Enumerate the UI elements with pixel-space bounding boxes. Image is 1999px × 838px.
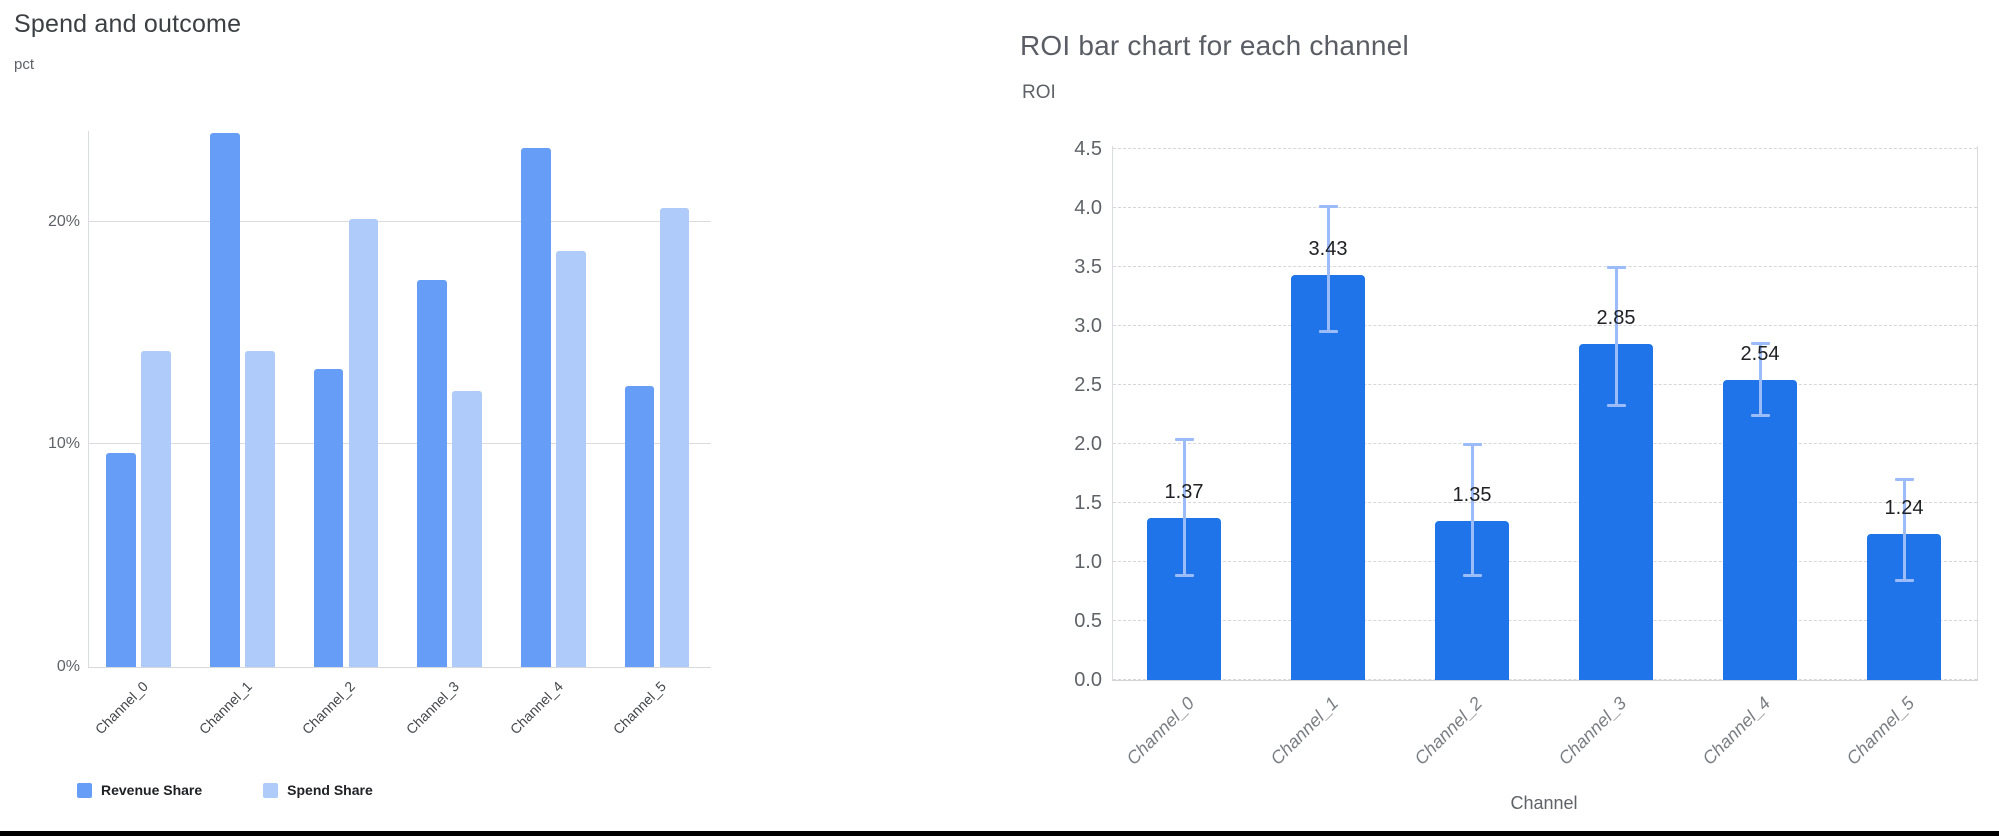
x-label-channel-2: Channel_2 — [299, 678, 359, 738]
x-label-channel-5: Channel_5 — [1842, 693, 1919, 769]
error-bar-line-channel-0 — [1182, 439, 1186, 577]
value-label-channel-4: 2.54 — [1740, 343, 1780, 366]
legend-item-revenue-share[interactable]: Revenue Share — [77, 782, 202, 798]
error-bar-line-channel-3 — [1614, 267, 1618, 407]
gridline-4.5 — [1113, 148, 1977, 149]
gridline-1.0 — [1113, 561, 1977, 562]
x-label-channel-3: Channel_3 — [402, 678, 463, 738]
bar-spend-share-channel-2[interactable] — [348, 219, 379, 667]
value-label-channel-0: 1.37 — [1164, 481, 1204, 504]
legend-item-spend-share[interactable]: Spend Share — [263, 782, 373, 798]
x-label-channel-1: Channel_1 — [1266, 693, 1343, 769]
bar-spend-share-channel-5[interactable] — [659, 208, 690, 667]
error-bar-line-channel-4 — [1758, 342, 1762, 416]
gridline-0.0 — [1113, 679, 1977, 680]
left-chart-unit-label: pct — [14, 56, 35, 73]
error-bar-cap-top-channel-5 — [1894, 478, 1914, 482]
bar-revenue-share-channel-3[interactable] — [417, 279, 447, 667]
value-label-channel-2: 1.35 — [1452, 483, 1492, 506]
value-label-channel-3: 2.85 — [1596, 306, 1636, 329]
y-tick-label-2.5: 2.5 — [1074, 374, 1102, 396]
x-label-channel-4: Channel_4 — [506, 678, 566, 738]
y-tick-label-20%: 20% — [47, 212, 80, 230]
bar-spend-share-channel-1[interactable] — [245, 350, 275, 667]
error-bar-cap-bottom-channel-1 — [1318, 329, 1338, 333]
y-tick-label-0.0: 0.0 — [1074, 669, 1102, 691]
legend-label-revenue-share: Revenue Share — [101, 782, 203, 798]
right-chart-y-axis-label: ROI — [1022, 82, 1056, 103]
gridline-0.5 — [1113, 620, 1977, 621]
x-label-channel-3: Channel_3 — [1554, 693, 1631, 769]
error-bar-cap-bottom-channel-5 — [1894, 578, 1914, 582]
gridline-10% — [89, 443, 711, 445]
legend-swatch-revenue-share — [77, 782, 92, 798]
y-tick-label-3.0: 3.0 — [1074, 315, 1102, 337]
left-chart-plot-area — [88, 131, 711, 668]
gridline-2.5 — [1113, 384, 1977, 385]
bar-spend-share-channel-0[interactable] — [141, 350, 171, 667]
gridline-3.5 — [1113, 266, 1977, 267]
y-tick-label-2.0: 2.0 — [1074, 433, 1102, 455]
error-bar-cap-top-channel-3 — [1606, 266, 1626, 269]
right-chart-x-axis-title: Channel — [1510, 793, 1578, 813]
y-tick-label-0%: 0% — [56, 658, 80, 675]
x-label-channel-0: Channel_0 — [91, 678, 152, 738]
bar-spend-share-channel-3[interactable] — [452, 390, 482, 667]
gridline-3.0 — [1113, 325, 1977, 326]
error-bar-line-channel-5 — [1902, 479, 1906, 581]
error-bar-cap-bottom-channel-0 — [1174, 574, 1194, 578]
x-label-channel-4: Channel_4 — [1698, 693, 1775, 769]
gridline-4.0 — [1113, 207, 1977, 208]
bar-revenue-share-channel-4[interactable] — [521, 148, 551, 667]
gridline-2.0 — [1113, 443, 1977, 444]
y-tick-label-10%: 10% — [47, 435, 80, 453]
y-tick-label-1.0: 1.0 — [1074, 551, 1102, 573]
x-label-channel-0: Channel_0 — [1122, 693, 1199, 769]
error-bar-line-channel-1 — [1326, 205, 1330, 332]
spend-outcome-chart: Spend and outcome pct 0% 10% 20% Channel_0… — [0, 0, 800, 838]
x-label-channel-5: Channel_5 — [610, 678, 670, 738]
error-bar-cap-bottom-channel-4 — [1750, 413, 1770, 417]
bar-revenue-share-channel-2[interactable] — [313, 368, 344, 667]
bar-revenue-share-channel-5[interactable] — [624, 386, 655, 667]
error-bar-cap-bottom-channel-2 — [1462, 574, 1482, 578]
right-chart-plot-area — [1112, 146, 1978, 681]
legend-label-spend-share: Spend Share — [287, 782, 373, 798]
error-bar-cap-top-channel-1 — [1318, 204, 1338, 208]
bar-revenue-share-channel-0[interactable] — [106, 453, 136, 667]
roi-chart: ROI bar chart for each channel ROI 0.0 0.… — [800, 0, 1999, 838]
legend-swatch-spend-share — [263, 782, 279, 798]
y-tick-label-0.5: 0.5 — [1074, 610, 1102, 632]
right-chart-title: ROI bar chart for each channel — [1020, 30, 1409, 61]
y-tick-label-3.5: 3.5 — [1074, 256, 1102, 278]
error-bar-line-channel-2 — [1470, 444, 1474, 577]
bar-roi-channel-1[interactable] — [1291, 275, 1365, 680]
x-label-channel-1: Channel_1 — [195, 678, 255, 738]
bottom-divider-rule — [0, 831, 1999, 836]
error-bar-cap-top-channel-2 — [1462, 443, 1482, 446]
left-chart-title: Spend and outcome — [14, 10, 242, 38]
left-chart-legend: Revenue Share Spend Share — [77, 782, 434, 798]
y-tick-label-4.5: 4.5 — [1074, 138, 1102, 160]
error-bar-cap-bottom-channel-3 — [1606, 404, 1626, 408]
x-label-channel-2: Channel_2 — [1410, 693, 1487, 769]
error-bar-cap-top-channel-4 — [1750, 341, 1770, 345]
bar-roi-channel-4[interactable] — [1723, 380, 1797, 680]
error-bar-cap-top-channel-0 — [1174, 438, 1194, 442]
value-label-channel-5: 1.24 — [1884, 496, 1924, 519]
bar-revenue-share-channel-1[interactable] — [210, 132, 240, 667]
y-tick-label-1.5: 1.5 — [1074, 492, 1102, 514]
value-label-channel-1: 3.43 — [1308, 238, 1348, 261]
bar-spend-share-channel-4[interactable] — [556, 250, 586, 667]
y-tick-label-4.0: 4.0 — [1074, 197, 1102, 219]
gridline-20% — [89, 220, 711, 222]
gridline-1.5 — [1113, 502, 1977, 503]
